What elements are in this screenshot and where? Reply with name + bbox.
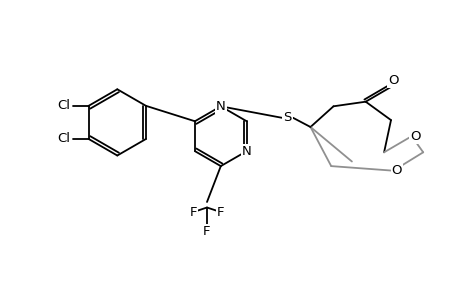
Text: O: O xyxy=(409,130,420,143)
Text: F: F xyxy=(217,206,224,219)
Text: F: F xyxy=(189,206,196,219)
Text: F: F xyxy=(203,225,210,238)
Text: Cl: Cl xyxy=(57,133,70,146)
Text: Cl: Cl xyxy=(57,99,70,112)
Text: N: N xyxy=(215,100,225,113)
Text: O: O xyxy=(387,74,397,87)
Text: O: O xyxy=(391,164,401,177)
Text: N: N xyxy=(241,145,251,158)
Text: S: S xyxy=(283,111,291,124)
